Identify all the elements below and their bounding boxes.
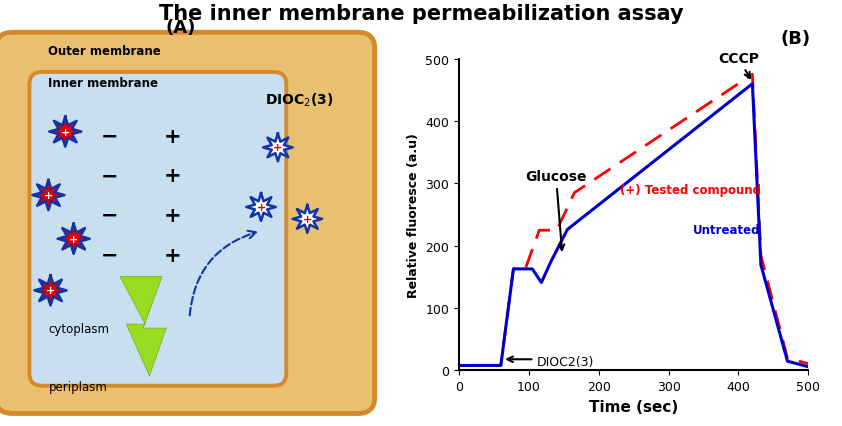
- Text: +: +: [61, 127, 70, 137]
- Text: +: +: [164, 166, 181, 186]
- Text: +: +: [257, 202, 265, 213]
- Text: DIOC2(3): DIOC2(3): [537, 355, 594, 368]
- Text: (B): (B): [781, 30, 811, 48]
- X-axis label: Time (sec): Time (sec): [589, 399, 678, 414]
- Text: +: +: [164, 245, 181, 265]
- Text: periplasm: periplasm: [49, 380, 107, 393]
- Text: CCCP: CCCP: [718, 52, 759, 79]
- Y-axis label: Relative fluoresce (a.u): Relative fluoresce (a.u): [407, 133, 419, 297]
- Text: −: −: [101, 166, 118, 186]
- Text: +: +: [274, 143, 282, 153]
- Polygon shape: [49, 117, 82, 147]
- Polygon shape: [35, 276, 67, 306]
- Polygon shape: [120, 277, 167, 376]
- Text: −: −: [101, 126, 118, 146]
- Text: +: +: [164, 126, 181, 146]
- Text: +: +: [69, 234, 78, 244]
- Polygon shape: [293, 205, 322, 233]
- Polygon shape: [57, 224, 90, 254]
- Text: Inner membrane: Inner membrane: [49, 77, 158, 89]
- Text: Untreated: Untreated: [693, 224, 761, 237]
- FancyBboxPatch shape: [0, 33, 375, 414]
- Text: (+) Tested compound: (+) Tested compound: [620, 183, 761, 196]
- Text: +: +: [303, 214, 312, 225]
- Polygon shape: [247, 194, 276, 222]
- Text: DIOC$_2$(3): DIOC$_2$(3): [265, 92, 333, 109]
- Text: +: +: [164, 205, 181, 225]
- Text: cytoplasm: cytoplasm: [49, 322, 109, 335]
- Text: −: −: [101, 245, 118, 265]
- Text: (A): (A): [166, 19, 196, 37]
- Text: Glucose: Glucose: [525, 170, 587, 250]
- Text: −: −: [101, 205, 118, 225]
- FancyArrowPatch shape: [189, 231, 256, 316]
- Text: +: +: [46, 286, 55, 296]
- FancyBboxPatch shape: [29, 73, 286, 386]
- Polygon shape: [263, 134, 293, 162]
- Polygon shape: [32, 181, 64, 211]
- Text: +: +: [44, 190, 53, 201]
- Text: The inner membrane permeabilization assay: The inner membrane permeabilization assa…: [158, 4, 684, 24]
- Text: Outer membrane: Outer membrane: [49, 45, 161, 58]
